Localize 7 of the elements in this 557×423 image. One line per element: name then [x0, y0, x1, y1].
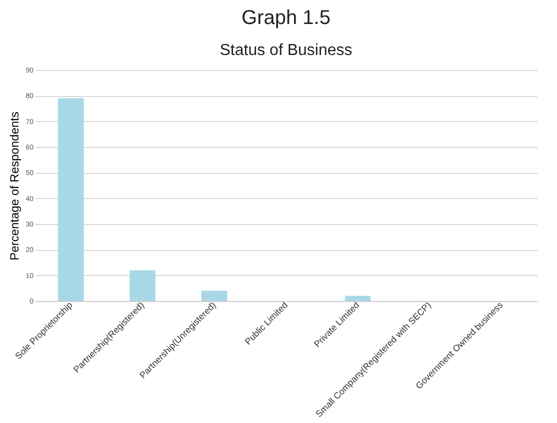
y-axis-title: Percentage of Respondents: [8, 112, 22, 260]
bar: [130, 270, 156, 301]
chart-subtitle: Status of Business: [220, 42, 352, 59]
bar: [344, 296, 371, 301]
chart-title: Graph 1.5: [242, 7, 330, 29]
bar: [58, 98, 84, 301]
bar: [201, 290, 228, 301]
